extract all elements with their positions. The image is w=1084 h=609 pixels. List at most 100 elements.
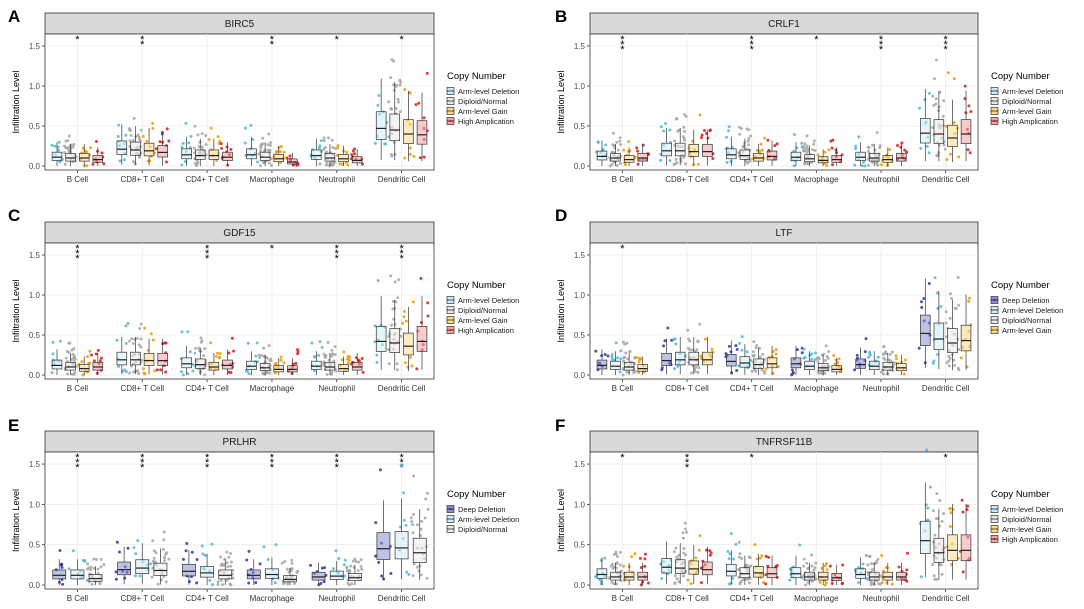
data-point [87,566,91,570]
legend-item-label: Arm-level Gain [458,107,508,116]
box [610,152,621,162]
data-point [275,149,279,153]
data-point [425,576,429,580]
data-point [948,316,952,320]
x-tick-label: B Cell [67,175,89,184]
data-point [816,153,820,157]
data-point [163,559,167,563]
box [403,119,414,144]
data-point [360,357,364,361]
data-point [698,534,702,538]
panel-label: E [8,416,19,435]
panel-F: F TNFRSF11B 0.0 0.5 1.0 1.5 Infiltration Level… [555,416,1063,603]
data-point [330,370,334,374]
data-point [201,354,205,358]
data-point [418,156,422,160]
y-tick-label: 1.5 [574,251,586,260]
significance-stars: * [270,243,275,255]
box [674,142,686,157]
data-point [131,160,135,164]
data-point [931,509,935,513]
data-point [377,94,381,98]
data-point [831,163,835,167]
data-point [210,542,214,546]
data-point [92,359,96,363]
data-point [64,356,68,360]
data-point [760,554,764,558]
data-point [219,142,223,146]
data-point [738,341,742,345]
data-point [192,146,196,150]
data-point [874,162,878,166]
data-point [94,352,98,356]
data-point [875,131,879,135]
data-point [139,337,143,341]
significance-stars: * [814,34,819,46]
data-point [866,571,870,575]
data-point [903,148,907,152]
significance-star: * [814,34,819,46]
data-point [812,568,816,572]
data-point [403,361,407,365]
significance-star: * [944,39,949,51]
data-point [323,145,327,149]
panel-title: TNFRSF11B [756,437,813,448]
significance-stars: *** [620,34,625,56]
data-point [673,574,677,578]
data-point [935,492,939,496]
data-point [615,163,619,167]
data-point [255,341,259,345]
data-point [702,128,706,132]
box [804,154,815,163]
data-point [340,358,344,362]
data-point [258,164,262,168]
panel-A: A BIRC5 0.0 0.5 1.0 1.5 Infiltration Level B Ce… [8,7,519,184]
data-point [861,562,865,566]
data-point [396,97,400,101]
data-point [181,373,185,377]
data-point [882,372,886,376]
data-point [699,581,703,585]
box [702,561,713,576]
data-point [813,149,817,153]
data-point [937,143,941,147]
data-point [673,367,677,371]
data-point [841,581,845,585]
data-point [621,564,625,568]
data-point [832,354,836,358]
box [960,324,972,352]
data-point [181,557,185,561]
data-point [350,582,354,586]
data-point [374,521,378,525]
data-point [725,161,729,165]
data-point [136,539,140,543]
data-point [145,139,149,143]
data-point [412,562,416,566]
legend-item-label: Arm-level Gain [1002,525,1052,534]
data-point [884,352,888,356]
data-point [727,344,731,348]
box [265,568,279,579]
legend-key-point [993,537,996,541]
significance-stars: * [335,34,340,46]
data-point [138,574,142,578]
significance-stars: * [620,243,625,255]
data-point [823,583,827,587]
data-point [927,91,931,95]
data-point [319,139,323,143]
data-point [740,127,744,131]
data-point [925,448,929,452]
data-point [659,125,663,129]
legend-key-point [993,328,996,332]
data-point [387,100,391,104]
data-point [245,558,249,562]
data-point [695,348,699,352]
legend-item-label: Deep Deletion [458,505,506,514]
legend-item-label: High Amplication [458,117,514,126]
data-point [191,363,195,367]
data-point [693,370,697,374]
data-point [863,350,867,354]
data-point [415,565,419,569]
data-point [296,569,300,573]
